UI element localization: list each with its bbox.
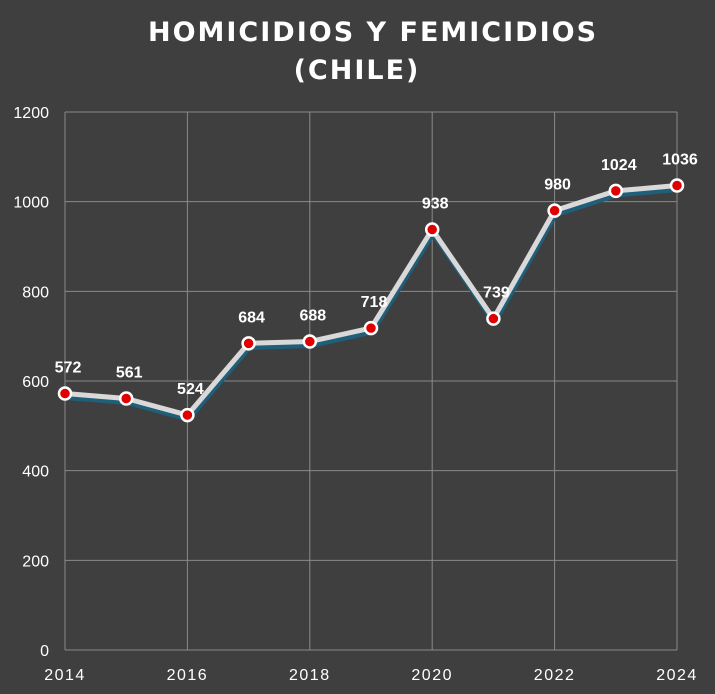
y-tick-label: 1000: [13, 195, 49, 212]
x-tick-label: 2014: [44, 667, 86, 684]
x-tick-label: 2020: [411, 667, 453, 684]
grid: [64, 111, 678, 651]
y-tick-label: 200: [22, 553, 49, 570]
chart-title: HOMICIDIOS Y FEMICIDIOS: [148, 17, 598, 48]
data-point-marker: [118, 391, 134, 406]
data-point-marker: [547, 203, 562, 218]
y-tick-label: 0: [40, 643, 49, 660]
x-axis-ticks: 2014 2016 2018 2020 2022 2024: [44, 667, 698, 684]
y-axis-ticks: 0 200 400 600 800 1000 1200: [13, 105, 49, 660]
data-label: 688: [299, 308, 326, 325]
data-label: 938: [422, 195, 449, 212]
data-labels: 572 561 524 684 688 718 938 739 980 1024 1036: [55, 152, 698, 399]
data-point-marker: [486, 311, 501, 326]
x-tick-label: 2018: [289, 667, 331, 684]
chart-subtitle: (CHILE): [294, 55, 421, 86]
data-point-marker: [302, 334, 318, 349]
data-label: 739: [483, 285, 510, 302]
data-label: 1036: [662, 152, 698, 169]
data-label: 524: [177, 381, 204, 398]
markers: [57, 178, 685, 423]
data-label: 684: [238, 309, 265, 326]
data-label: 980: [544, 177, 571, 194]
data-point-marker: [363, 320, 379, 336]
data-point-marker: [241, 336, 256, 351]
data-point-marker: [180, 407, 195, 423]
data-label: 572: [55, 360, 82, 377]
data-point-marker: [424, 222, 440, 237]
data-label: 718: [361, 294, 388, 311]
x-tick-label: 2016: [167, 667, 209, 684]
x-tick-label: 2024: [656, 667, 698, 684]
x-tick-label: 2022: [534, 667, 576, 684]
y-tick-label: 400: [22, 464, 49, 481]
y-tick-label: 800: [22, 284, 49, 301]
data-label: 1024: [601, 157, 637, 174]
data-point-marker: [669, 178, 685, 193]
data-point-marker: [57, 386, 73, 401]
data-label: 561: [116, 364, 143, 381]
y-tick-label: 1200: [13, 105, 49, 122]
y-tick-label: 600: [22, 374, 49, 391]
data-point-marker: [608, 183, 624, 199]
